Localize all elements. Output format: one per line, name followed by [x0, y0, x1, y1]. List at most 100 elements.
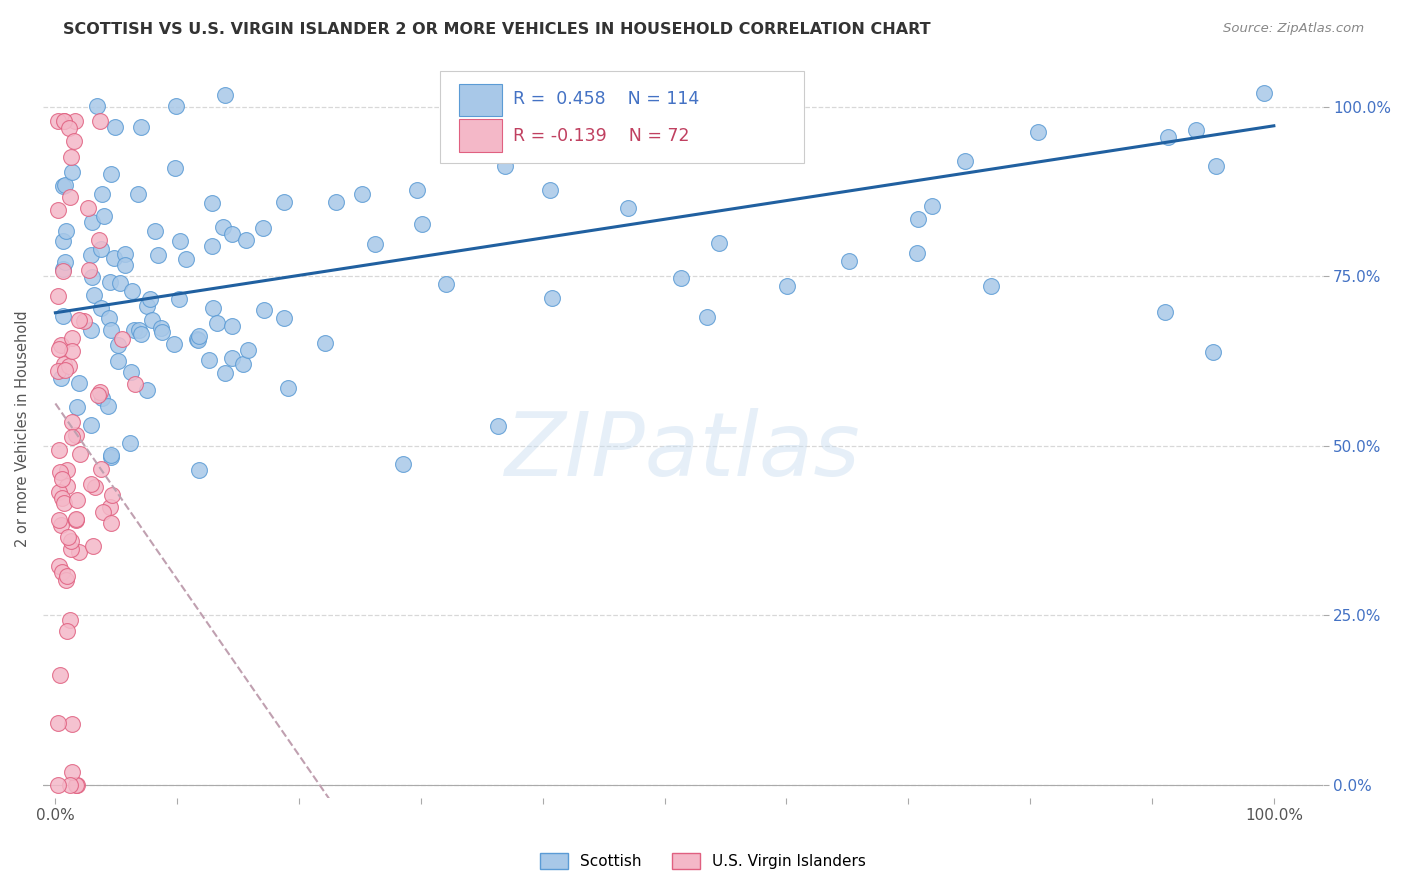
- Point: [136, 299, 159, 313]
- Point: [51, 371, 73, 385]
- Point: [187, 333, 209, 347]
- Point: [65, 428, 87, 442]
- Point: [169, 234, 191, 248]
- Legend: Scottish, U.S. Virgin Islanders: Scottish, U.S. Virgin Islanders: [534, 847, 872, 875]
- Point: [1154, 305, 1177, 319]
- Text: SCOTTISH VS U.S. VIRGIN ISLANDER 2 OR MORE VEHICLES IN HOUSEHOLD CORRELATION CHA: SCOTTISH VS U.S. VIRGIN ISLANDER 2 OR MO…: [63, 22, 931, 37]
- Point: [63, 113, 86, 128]
- Point: [838, 253, 860, 268]
- Point: [143, 224, 166, 238]
- Point: [60, 542, 83, 557]
- Point: [212, 220, 235, 235]
- Point: [87, 233, 110, 247]
- Point: [236, 343, 259, 358]
- Point: [201, 301, 224, 315]
- Point: [53, 178, 76, 193]
- Point: [49, 668, 72, 682]
- Point: [86, 98, 108, 112]
- Point: [136, 383, 159, 397]
- Point: [486, 419, 509, 434]
- Point: [90, 301, 112, 316]
- Point: [60, 764, 83, 779]
- Point: [100, 500, 122, 514]
- Point: [107, 338, 129, 352]
- Point: [121, 285, 143, 299]
- Point: [80, 248, 103, 262]
- Point: [907, 211, 929, 226]
- Point: [59, 777, 82, 791]
- Point: [52, 179, 75, 194]
- Text: Source: ZipAtlas.com: Source: ZipAtlas.com: [1223, 22, 1364, 36]
- Point: [65, 512, 87, 526]
- Point: [1026, 125, 1049, 139]
- FancyBboxPatch shape: [458, 84, 502, 117]
- Point: [77, 201, 100, 215]
- Point: [252, 221, 274, 235]
- Point: [122, 323, 145, 337]
- Point: [51, 491, 73, 505]
- Point: [52, 357, 75, 371]
- Point: [46, 715, 69, 730]
- Point: [955, 154, 977, 169]
- Point: [146, 248, 169, 262]
- Point: [129, 120, 152, 134]
- Point: [273, 194, 295, 209]
- Point: [52, 309, 75, 323]
- Point: [163, 337, 186, 351]
- Point: [80, 215, 103, 229]
- Point: [165, 161, 187, 176]
- Point: [232, 357, 254, 371]
- Point: [114, 247, 136, 261]
- Point: [67, 545, 90, 559]
- Point: [98, 311, 121, 326]
- Point: [314, 336, 336, 351]
- Point: [69, 447, 91, 461]
- Point: [55, 569, 77, 583]
- Point: [205, 316, 228, 330]
- Point: [169, 292, 191, 306]
- Point: [709, 236, 731, 251]
- Point: [82, 270, 104, 285]
- Point: [494, 159, 516, 173]
- Point: [165, 99, 187, 113]
- Point: [100, 448, 122, 462]
- Point: [66, 400, 89, 414]
- Point: [52, 262, 75, 277]
- Point: [60, 344, 83, 359]
- Y-axis label: 2 or more Vehicles in Household: 2 or more Vehicles in Household: [15, 310, 30, 547]
- Point: [60, 331, 83, 345]
- Point: [110, 332, 132, 346]
- Point: [80, 477, 103, 491]
- Point: [48, 485, 70, 500]
- Point: [56, 530, 79, 544]
- Point: [273, 310, 295, 325]
- Point: [60, 165, 83, 179]
- Point: [60, 717, 83, 731]
- Point: [87, 388, 110, 402]
- Point: [669, 270, 692, 285]
- Point: [406, 183, 429, 197]
- Point: [187, 328, 209, 343]
- Point: [65, 513, 87, 527]
- Point: [100, 323, 122, 337]
- Point: [128, 323, 150, 337]
- FancyBboxPatch shape: [440, 70, 804, 163]
- Point: [59, 150, 82, 164]
- Point: [73, 314, 96, 328]
- Point: [1205, 160, 1227, 174]
- Point: [56, 624, 79, 639]
- Point: [100, 516, 122, 531]
- Point: [100, 450, 122, 465]
- Point: [48, 443, 70, 458]
- Point: [141, 312, 163, 326]
- Point: [48, 465, 70, 479]
- Point: [98, 275, 121, 289]
- Point: [55, 463, 77, 477]
- Point: [1184, 123, 1206, 137]
- Point: [46, 113, 69, 128]
- Point: [107, 354, 129, 368]
- Point: [129, 327, 152, 342]
- Point: [436, 277, 458, 292]
- Point: [46, 777, 69, 791]
- Point: [100, 167, 122, 181]
